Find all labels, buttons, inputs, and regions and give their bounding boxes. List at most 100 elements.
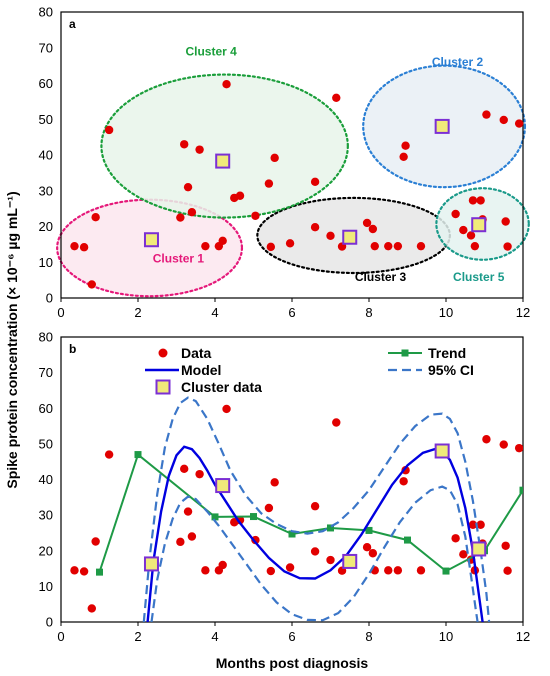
y-tick-label: 0 xyxy=(46,291,53,306)
cluster-data-marker xyxy=(471,217,487,233)
y-tick-label: 20 xyxy=(39,543,53,558)
data-point xyxy=(91,537,100,546)
data-point xyxy=(482,435,491,444)
data-point xyxy=(326,231,335,240)
data-point xyxy=(310,223,320,232)
data-point xyxy=(362,218,372,228)
x-tick-label: 12 xyxy=(516,305,530,320)
data-point xyxy=(393,566,403,575)
x-tick-label: 8 xyxy=(365,305,372,320)
x-tick-label: 2 xyxy=(134,305,141,320)
data-point xyxy=(266,566,276,576)
data-point xyxy=(482,110,491,119)
cluster-label: Cluster 1 xyxy=(153,251,205,265)
data-point xyxy=(270,153,279,163)
ci-lower-line xyxy=(150,485,479,622)
y-tick-label: 30 xyxy=(39,183,53,198)
data-point xyxy=(470,241,480,251)
data-point xyxy=(183,182,193,192)
trend-marker xyxy=(327,524,334,532)
y-tick-label: 70 xyxy=(39,40,53,55)
data-point xyxy=(451,209,460,219)
series-group xyxy=(70,396,523,622)
data-point xyxy=(180,464,189,474)
data-point xyxy=(468,520,478,529)
data-point xyxy=(399,477,408,486)
data-point xyxy=(201,241,210,251)
x-tick-label: 0 xyxy=(57,305,64,320)
data-point xyxy=(87,604,97,613)
data-point xyxy=(514,443,523,453)
cluster-label: Cluster 3 xyxy=(355,270,407,284)
legend-trend-marker xyxy=(401,349,409,357)
data-point xyxy=(393,241,403,251)
y-tick-label: 10 xyxy=(39,255,53,270)
trend-marker xyxy=(134,451,142,459)
data-point xyxy=(264,503,274,513)
cluster-data-marker xyxy=(143,556,159,572)
data-point xyxy=(104,125,114,135)
trend-marker xyxy=(442,567,450,575)
cluster-data-marker xyxy=(434,118,450,134)
data-point xyxy=(176,213,185,222)
data-point xyxy=(416,566,426,575)
data-point xyxy=(310,177,320,187)
cluster-labels: Cluster 1 Cluster 2 Cluster 3 Cluster 4 Clus… xyxy=(153,44,505,284)
data-point xyxy=(368,224,378,234)
legend-cluster-marker xyxy=(155,379,171,395)
data-point xyxy=(79,243,89,252)
cluster-label: Cluster 2 xyxy=(432,55,484,69)
data-point xyxy=(70,241,79,251)
data-point xyxy=(176,537,185,547)
data-point xyxy=(503,242,512,251)
data-point xyxy=(466,231,476,240)
data-point xyxy=(499,115,508,125)
panel-b: b 0 10 20 30 40 50 60 70 80 0 2 4 6 8 10 12 DataModelC… xyxy=(39,330,531,645)
cluster-ellipses xyxy=(56,64,530,298)
y-tick-label: 20 xyxy=(39,219,53,234)
data-point xyxy=(384,241,393,251)
y-tick-label: 60 xyxy=(39,401,53,416)
trend-marker xyxy=(519,486,523,494)
x-tick-label: 6 xyxy=(288,305,295,320)
data-point xyxy=(476,196,485,205)
data-point xyxy=(326,555,335,565)
x-tick-label: 10 xyxy=(439,305,453,320)
y-tick-label: 40 xyxy=(39,472,53,487)
y-axis-title: Spike protein concentration (× 10⁻⁶ µg m… xyxy=(4,191,20,488)
data-series xyxy=(70,404,523,613)
legend-label: Trend xyxy=(428,345,466,361)
data-point xyxy=(384,566,393,575)
data-point xyxy=(70,566,79,575)
panel-a-label: a xyxy=(69,17,76,31)
data-point xyxy=(195,145,204,154)
data-point xyxy=(201,566,210,575)
data-point xyxy=(310,502,320,511)
data-point xyxy=(104,450,114,459)
trend-marker xyxy=(288,530,296,538)
cluster-data-marker xyxy=(215,153,231,169)
data-point xyxy=(264,179,274,188)
cluster-data-marker xyxy=(342,229,358,245)
legend-label: Model xyxy=(181,362,221,378)
data-point xyxy=(368,549,378,558)
data-point xyxy=(332,418,341,427)
data-point xyxy=(501,217,510,226)
panel-b-label: b xyxy=(69,342,76,356)
panel-a-cluster-centers xyxy=(143,118,487,248)
data-point xyxy=(91,213,100,222)
trend-marker xyxy=(365,526,373,534)
panel-a-y-ticks: 0 10 20 30 40 50 60 70 80 xyxy=(39,5,53,306)
data-point xyxy=(79,567,89,576)
data-point xyxy=(514,119,524,128)
y-tick-label: 70 xyxy=(39,365,53,380)
cluster-data-marker xyxy=(215,478,231,494)
panel-a-data-points xyxy=(70,80,524,289)
data-point xyxy=(332,93,341,103)
trend-marker xyxy=(96,568,103,576)
data-point xyxy=(459,550,468,559)
x-tick-label: 0 xyxy=(57,629,64,644)
x-tick-label: 6 xyxy=(288,629,295,644)
trend-marker xyxy=(211,513,219,521)
